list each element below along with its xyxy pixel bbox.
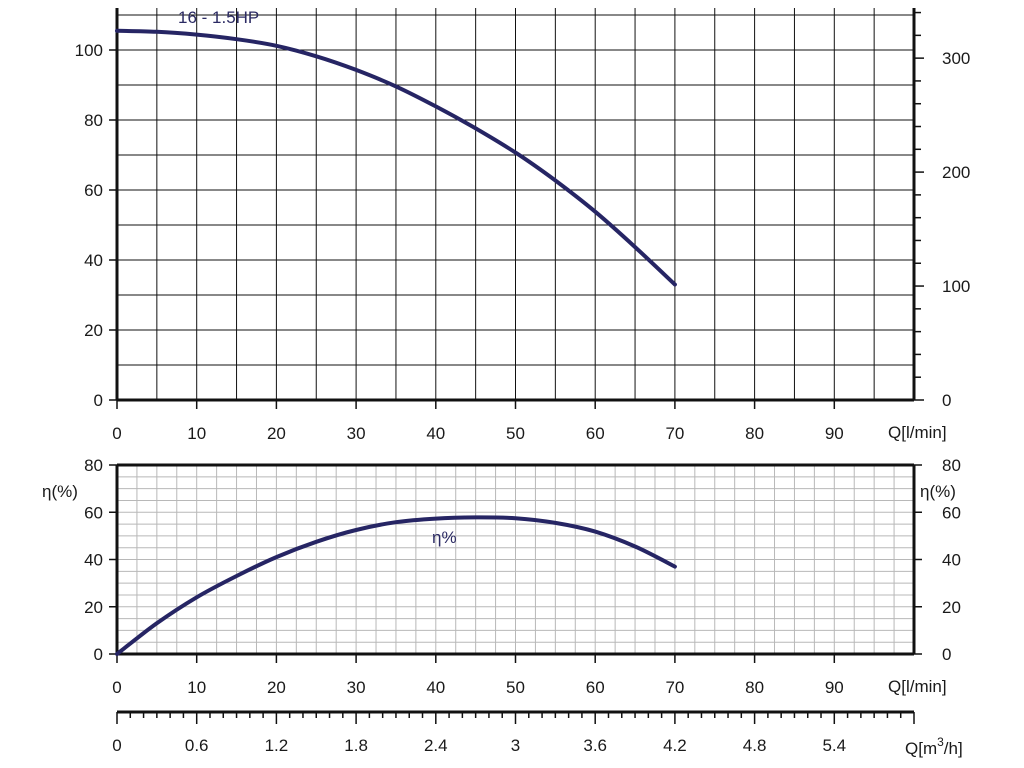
efficiency-y-axis-label: η(%): [42, 482, 78, 501]
flow-axis-tick-label: 5.4: [822, 736, 846, 755]
flow-axis-label-prefix: Q[m: [905, 739, 937, 758]
head-x-tick-label: 50: [506, 424, 525, 443]
efficiency-x-tick-label: 0: [112, 678, 121, 697]
flow-axis-tick-label: 2.4: [424, 736, 448, 755]
flow-axis-ticks: [116, 712, 915, 724]
efficiency-x-tick-label: 70: [665, 678, 684, 697]
head-x-tick-label: 40: [426, 424, 445, 443]
flow-axis-tick-label: 4.8: [743, 736, 767, 755]
flow-axis-tick-labels: 0 0.6 1.2 1.8 2.4 3 3.6 4.2 4.8 5.4: [112, 736, 846, 755]
efficiency-x-tick-label: 40: [426, 678, 445, 697]
head-y2-tick-label: 200: [942, 163, 970, 182]
head-y2-tick-label: 100: [942, 277, 970, 296]
flow-axis-tick-label: 3: [511, 736, 520, 755]
head-y-tick-label: 40: [84, 251, 103, 270]
head-x-tick-label: 70: [665, 424, 684, 443]
efficiency-x-tick-label: 20: [267, 678, 286, 697]
efficiency-y-tick-label: 20: [84, 598, 103, 617]
efficiency-chart-panel: 0 20 40 60 80 0 20 40 60 80 0 10 20 30 40 50 60 70 80 90 η%…: [42, 456, 961, 697]
head-y2-tick-label: 0: [942, 391, 951, 410]
head-y-tick-label: 20: [84, 321, 103, 340]
efficiency-y-tick-label: 0: [94, 645, 103, 664]
efficiency-y2-tick-label: 0: [942, 645, 951, 664]
flow-axis-label-suffix: /h]: [944, 739, 963, 758]
efficiency-x-tick-label: 30: [347, 678, 366, 697]
efficiency-y2-tick-label: 80: [942, 456, 961, 475]
head-curve: [115, 28, 677, 287]
head-x-tick-label: 30: [347, 424, 366, 443]
head-y-tick-label: 100: [75, 41, 103, 60]
flow-m3h-axis: 0 0.6 1.2 1.8 2.4 3 3.6 4.2 4.8 5.4 Q[m3/h]: [112, 710, 963, 758]
efficiency-y2-tick-label: 20: [942, 598, 961, 617]
head-y-tick-label: 80: [84, 111, 103, 130]
efficiency-y-tick-label: 80: [84, 456, 103, 475]
efficiency-y-tick-label: 60: [84, 503, 103, 522]
efficiency-curve: [115, 515, 677, 656]
head-y-tick-label: 60: [84, 181, 103, 200]
flow-axis-tick-label: 0: [112, 736, 121, 755]
head-x-tick-label: 90: [825, 424, 844, 443]
head-y2-tick-label: 300: [942, 49, 970, 68]
head-x-tick-label: 60: [586, 424, 605, 443]
head-tick-labels: 0 20 40 60 80 100 0 100 200 300 0 10 20 30 40 50 60 70 80 9…: [75, 41, 971, 443]
head-x-tick-label: 0: [112, 424, 121, 443]
flow-axis-tick-label: 1.2: [265, 736, 289, 755]
head-x-tick-label: 80: [745, 424, 764, 443]
efficiency-x-tick-label: 50: [506, 678, 525, 697]
efficiency-series-label: η%: [432, 528, 457, 547]
efficiency-x-tick-label: 80: [745, 678, 764, 697]
efficiency-y-tick-label: 40: [84, 551, 103, 570]
head-x-tick-label: 10: [187, 424, 206, 443]
efficiency-tick-labels: 0 20 40 60 80 0 20 40 60 80 0 10 20 30 40 50 60 70 80 90: [84, 456, 961, 697]
efficiency-x-axis-label: Q[l/min]: [888, 677, 947, 696]
pump-model-annotation: 16 - 1.5HP: [178, 8, 259, 27]
flow-axis-tick-label: 1.8: [344, 736, 368, 755]
flow-axis-tick-label: 0.6: [185, 736, 209, 755]
head-x-axis-label: Q[l/min]: [888, 423, 947, 442]
efficiency-y2-tick-label: 40: [942, 551, 961, 570]
flow-axis-tick-label: 3.6: [583, 736, 607, 755]
head-grid: [116, 8, 915, 401]
flow-axis-label-superscript: 3: [937, 735, 944, 749]
efficiency-y2-axis-label: η(%): [920, 482, 956, 501]
flow-axis-label: Q[m3/h]: [905, 735, 963, 758]
efficiency-y2-tick-label: 60: [942, 503, 961, 522]
efficiency-x-tick-label: 90: [825, 678, 844, 697]
head-ticks: [109, 11, 924, 409]
efficiency-x-tick-label: 60: [586, 678, 605, 697]
efficiency-x-tick-label: 10: [187, 678, 206, 697]
head-x-tick-label: 20: [267, 424, 286, 443]
efficiency-grid: [116, 464, 915, 655]
head-y-tick-label: 0: [94, 391, 103, 410]
head-chart-panel: 0 20 40 60 80 100 0 100 200 300 0 10 20 30 40 50 60 70 80 9…: [75, 8, 971, 443]
flow-axis-tick-label: 4.2: [663, 736, 687, 755]
